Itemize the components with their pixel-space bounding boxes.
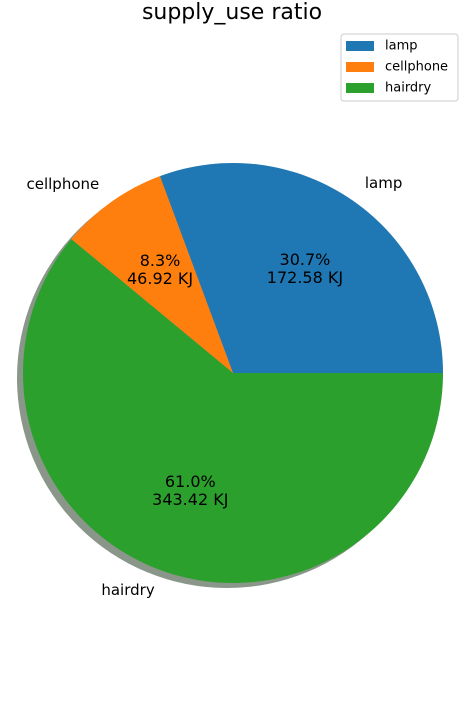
legend-label-lamp: lamp [385,39,418,54]
pie-slices [22,163,443,584]
legend-swatch-lamp [346,41,374,51]
legend-swatch-cellphone [346,62,374,72]
chart-title: supply_use ratio [142,0,322,25]
legend-entries: lamp cellphone hairdry [346,39,448,96]
slice-value-hairdry: 343.42 KJ [152,490,228,509]
slice-label-hairdry: hairdry [101,581,154,599]
legend-label-hairdry: hairdry [385,81,432,96]
slice-label-cellphone: cellphone [27,175,100,193]
pie-slice-cellphone [71,176,233,373]
slice-value-cellphone: 46.92 KJ [127,269,193,288]
pie-labels: lamp 30.7%172.58 KJ cellphone 8.3%46.92 KJ h… [27,174,403,599]
legend: lamp cellphone hairdry [340,33,459,102]
legend-label-cellphone: cellphone [385,60,448,75]
slice-percent-lamp: 30.7% [280,250,331,269]
slice-label-lamp: lamp [365,174,403,192]
slice-percent-cellphone: 8.3% [140,251,181,270]
slice-value-lamp: 172.58 KJ [267,268,343,287]
pie-slice-hairdry [22,239,443,584]
legend-swatch-hairdry [346,83,374,93]
pie-slice-lamp [159,163,443,373]
slice-percent-hairdry: 61.0% [165,472,216,491]
